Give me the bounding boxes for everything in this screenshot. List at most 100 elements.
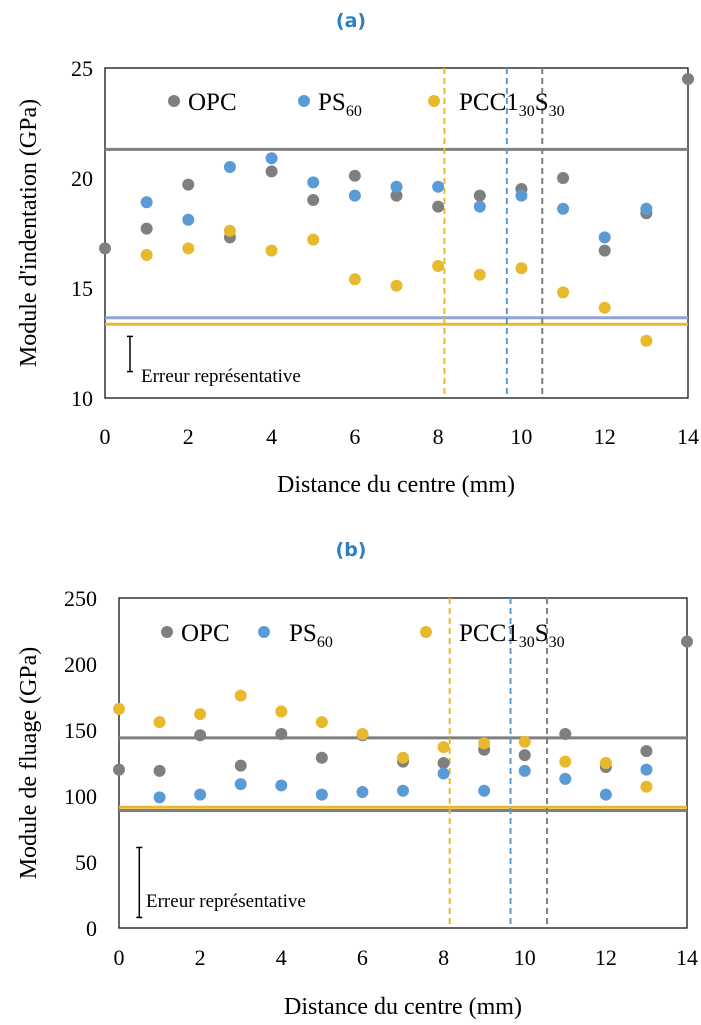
point-opc-a-4 bbox=[265, 165, 278, 178]
representative-error-b: Erreur représentative bbox=[136, 846, 306, 919]
y-axis-title-b: Module de fluage (GPa) bbox=[16, 647, 42, 880]
x-tick-b-2: 2 bbox=[195, 945, 206, 970]
point-ps60-b-9 bbox=[478, 784, 491, 797]
legend-marker-pcc-b bbox=[420, 626, 432, 638]
legend-marker-opc-a bbox=[168, 95, 180, 107]
x-tick-a-2: 2 bbox=[183, 424, 194, 449]
panel-label-a: (a) bbox=[336, 10, 366, 32]
point-opc-a-14 bbox=[682, 73, 694, 85]
legend-label-ps60-a: PS60 bbox=[318, 89, 362, 120]
point-ps60-a-9 bbox=[473, 200, 486, 213]
point-ps60-a-2 bbox=[182, 213, 195, 226]
point-pcc130s30-a-7 bbox=[390, 279, 403, 292]
point-pcc130s30-b-3 bbox=[234, 689, 247, 702]
error-bar-a bbox=[126, 335, 133, 373]
legend-marker-ps60-b bbox=[258, 626, 270, 638]
reference-lines-vertical-a bbox=[443, 68, 544, 398]
point-pcc130s30-a-2 bbox=[182, 242, 195, 255]
error-label-b: Erreur représentative bbox=[146, 891, 306, 912]
point-pcc130s30-b-7 bbox=[397, 751, 409, 764]
point-opc-b-11 bbox=[559, 727, 572, 740]
x-tick-a-12: 12 bbox=[594, 424, 616, 449]
point-ps60-b-12 bbox=[599, 788, 612, 801]
point-ps60-a-11 bbox=[557, 202, 570, 215]
point-opc-a-2 bbox=[182, 178, 195, 191]
point-ps60-a-13 bbox=[640, 202, 653, 215]
point-opc-b-4 bbox=[275, 727, 288, 740]
y-tick-b-200: 200 bbox=[64, 652, 97, 677]
legend-a: OPC PS60 PCC130S30 bbox=[168, 89, 565, 120]
x-tick-b-12: 12 bbox=[595, 945, 617, 970]
legend-marker-opc-b bbox=[161, 626, 173, 638]
point-opc-b-0 bbox=[113, 763, 125, 776]
data-points-b bbox=[113, 635, 693, 804]
point-ps60-b-11 bbox=[559, 772, 572, 785]
point-ps60-b-3 bbox=[234, 778, 247, 791]
x-tick-a-4: 4 bbox=[266, 424, 277, 449]
point-opc-b-10 bbox=[518, 749, 531, 762]
panel-label-b: (b) bbox=[336, 539, 367, 561]
x-tick-b-10: 10 bbox=[514, 945, 536, 970]
y-axis-title-a: Module d'indentation (GPa) bbox=[16, 99, 42, 367]
point-pcc130s30-a-6 bbox=[348, 273, 361, 286]
point-ps60-a-3 bbox=[223, 161, 236, 173]
point-pcc130s30-b-5 bbox=[315, 716, 328, 729]
point-opc-a-7 bbox=[390, 189, 403, 202]
point-opc-a-11 bbox=[557, 172, 570, 184]
point-pcc130s30-b-4 bbox=[275, 705, 288, 718]
point-ps60-b-10 bbox=[518, 764, 531, 777]
x-tick-a-8: 8 bbox=[433, 424, 444, 449]
point-opc-a-1 bbox=[140, 222, 153, 235]
point-opc-b-2 bbox=[194, 729, 207, 742]
point-pcc130s30-a-9 bbox=[473, 268, 486, 281]
error-label-a: Erreur représentative bbox=[141, 366, 301, 387]
point-ps60-a-12 bbox=[598, 231, 611, 244]
point-pcc130s30-b-6 bbox=[356, 727, 369, 740]
reference-lines-horizontal-b bbox=[119, 736, 687, 813]
x-tick-b-0: 0 bbox=[114, 945, 125, 970]
point-pcc130s30-b-12 bbox=[599, 757, 612, 769]
point-opc-a-5 bbox=[307, 194, 320, 206]
point-pcc130s30-a-1 bbox=[140, 249, 153, 261]
x-tick-b-8: 8 bbox=[438, 945, 449, 970]
panel-b-creep-chart: (b) 0 2 4 6 8 10 12 14 0 50 100 150 200 250 Distance… bbox=[16, 539, 698, 1020]
y-tick-labels-b: 0 50 100 150 200 250 bbox=[64, 586, 97, 941]
x-tick-a-14: 14 bbox=[677, 424, 699, 449]
x-tick-labels-b: 0 2 4 6 8 10 12 14 bbox=[114, 945, 699, 970]
point-ps60-a-10 bbox=[515, 189, 528, 202]
point-opc-a-9 bbox=[473, 189, 486, 202]
y-tick-b-250: 250 bbox=[64, 586, 97, 611]
point-ps60-a-6 bbox=[348, 189, 361, 202]
reference-lines-vertical-b bbox=[448, 598, 549, 928]
point-ps60-a-1 bbox=[140, 196, 153, 209]
point-pcc130s30-b-2 bbox=[194, 708, 207, 721]
x-tick-b-4: 4 bbox=[276, 945, 287, 970]
x-tick-a-0: 0 bbox=[100, 424, 111, 449]
legend-label-pcc-a: PCC130S30 bbox=[459, 89, 565, 120]
y-tick-b-0: 0 bbox=[86, 916, 97, 941]
panel-a-indentation-chart: (a) 0 2 4 6 8 10 12 14 10 15 20 25 Distance du cen… bbox=[16, 10, 699, 498]
y-tick-b-150: 150 bbox=[64, 718, 97, 743]
x-tick-a-6: 6 bbox=[349, 424, 360, 449]
point-opc-a-12 bbox=[598, 244, 611, 257]
reference-lines-horizontal-a bbox=[105, 147, 688, 326]
point-pcc130s30-a-13 bbox=[640, 334, 653, 347]
x-tick-a-10: 10 bbox=[510, 424, 532, 449]
x-tick-b-6: 6 bbox=[357, 945, 368, 970]
error-bar-b bbox=[136, 846, 143, 919]
legend-marker-pcc-a bbox=[428, 95, 440, 107]
data-points-a bbox=[99, 73, 694, 347]
point-opc-b-1 bbox=[153, 764, 166, 777]
point-opc-b-13 bbox=[640, 745, 653, 758]
point-ps60-a-8 bbox=[432, 180, 445, 193]
point-opc-b-3 bbox=[234, 759, 247, 772]
point-pcc130s30-a-3 bbox=[223, 224, 236, 237]
point-ps60-a-7 bbox=[390, 180, 403, 193]
point-opc-a-6 bbox=[348, 169, 361, 182]
y-tick-a-20: 20 bbox=[71, 166, 93, 191]
point-ps60-b-6 bbox=[356, 786, 369, 799]
x-tick-labels-a: 0 2 4 6 8 10 12 14 bbox=[100, 424, 700, 449]
point-ps60-b-13 bbox=[640, 763, 653, 776]
point-pcc130s30-a-12 bbox=[598, 301, 611, 314]
point-pcc130s30-a-11 bbox=[557, 286, 570, 299]
